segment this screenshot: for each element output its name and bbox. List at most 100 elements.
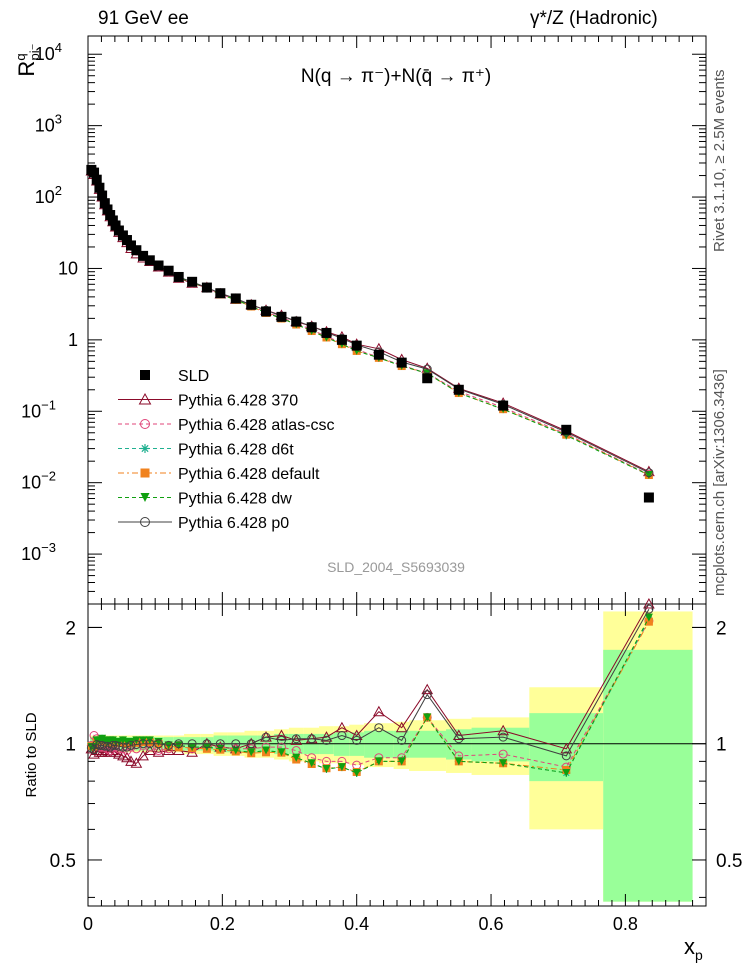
data-point	[246, 299, 257, 310]
data-point	[351, 340, 362, 351]
ratio-point	[152, 746, 165, 757]
data-point	[453, 384, 464, 395]
data-point	[89, 167, 100, 178]
ratio-point	[246, 739, 256, 749]
ratio-point	[126, 738, 135, 747]
ratio-point	[109, 746, 122, 757]
ratio-point	[139, 736, 148, 745]
series-sld	[86, 164, 654, 503]
ratio-point	[262, 746, 271, 755]
ratio-point	[320, 731, 333, 742]
ratio-point	[276, 735, 286, 745]
y-tick-label-ratio: 2	[65, 618, 76, 639]
data-point	[173, 271, 184, 282]
data-point	[396, 357, 407, 368]
ratio-point	[321, 735, 331, 745]
y-tick-label-main: 10	[58, 258, 78, 278]
y-tick-label-main: 1	[68, 330, 78, 350]
ratio-point	[423, 713, 432, 722]
data-point	[291, 316, 302, 327]
ratio-point	[145, 736, 154, 745]
data-point	[102, 204, 113, 215]
data-point	[99, 198, 110, 209]
legend-marker	[140, 468, 150, 478]
ratio-point	[231, 739, 241, 749]
ratio-point	[337, 731, 347, 741]
ratio-point	[188, 743, 197, 752]
legend-marker	[140, 370, 150, 380]
legend-item-pythia-6-428-p0: Pythia 6.428 p0	[118, 515, 289, 532]
energy-label: 91 GeV ee	[98, 8, 189, 29]
ratio-point	[277, 748, 286, 757]
ratio-point	[164, 740, 174, 750]
ratio-point	[422, 690, 432, 700]
data-point	[201, 282, 212, 293]
ratio-point	[174, 739, 184, 749]
ratio-point	[644, 617, 653, 626]
ratio-point	[337, 763, 346, 772]
x-tick-label: 0.4	[344, 914, 369, 934]
observable-label: N(q → π⁻)+N(q̄ → π⁺)	[301, 66, 491, 87]
y-tick-label-main: 10−3	[21, 540, 56, 564]
ratio-point	[275, 729, 288, 741]
legend-marker	[140, 493, 150, 502]
ratio-point	[397, 735, 407, 745]
legend-label: Pythia 6.428 d6t	[178, 442, 294, 459]
data-point	[144, 255, 155, 266]
ratio-point	[122, 742, 132, 752]
ratio-point	[145, 739, 155, 749]
data-point	[644, 471, 653, 480]
data-point	[187, 276, 198, 287]
ratio-point	[322, 765, 331, 774]
ratio-point	[397, 757, 406, 766]
ratio-point	[562, 768, 571, 777]
data-point	[121, 235, 132, 246]
analysis-id-label: SLD_2004_S5693039	[327, 559, 465, 575]
y-tick-label-main: 10−2	[21, 469, 56, 493]
ratio-point	[350, 729, 363, 741]
ratio-point	[231, 746, 240, 755]
legend-label: Pythia 6.428 dw	[178, 491, 292, 508]
data-point	[97, 190, 108, 201]
y-tick-label-main: 104	[35, 40, 62, 64]
legend-item-pythia-6-428-dw: Pythia 6.428 dw	[118, 491, 292, 508]
ratio-point	[202, 743, 211, 752]
ratio-point	[352, 735, 362, 745]
x-tick-label: 0.2	[210, 914, 235, 934]
legend-item-sld: SLD	[140, 368, 209, 385]
ratio-point	[644, 613, 653, 622]
ratio-point	[105, 742, 115, 752]
data-point	[336, 334, 347, 345]
ratio-uncertainty-bands	[90, 611, 693, 902]
x-tick-label: 0	[83, 914, 93, 934]
data-point	[643, 492, 654, 503]
ratio-point	[154, 739, 164, 749]
legend-label: SLD	[178, 368, 209, 385]
data-point	[644, 468, 654, 478]
data-point	[230, 293, 241, 304]
ratio-point	[454, 757, 463, 766]
legend-marker	[140, 517, 150, 527]
ratio-point	[121, 751, 133, 763]
ratio-point	[131, 740, 141, 750]
ratio-point	[215, 739, 225, 749]
x-tick-label: 0.6	[479, 914, 504, 934]
data-point	[131, 245, 142, 256]
ratio-point	[560, 742, 573, 754]
ratio-point	[352, 768, 361, 777]
legend-item-pythia-6-428-370: Pythia 6.428 370	[118, 393, 298, 410]
ratio-point	[374, 757, 383, 766]
data-point	[94, 182, 105, 193]
ratio-point	[125, 755, 137, 766]
ratio-point	[202, 739, 212, 749]
data-point	[125, 240, 136, 251]
y-tick-label-ratio: 1	[65, 735, 76, 756]
ratio-point	[374, 723, 384, 733]
ratio-point	[130, 757, 143, 768]
ratio-point	[561, 751, 571, 761]
data-point	[105, 210, 116, 221]
ratio-point	[498, 732, 508, 742]
ratio-point	[307, 734, 317, 744]
y-tick-label-main: 102	[35, 183, 62, 207]
